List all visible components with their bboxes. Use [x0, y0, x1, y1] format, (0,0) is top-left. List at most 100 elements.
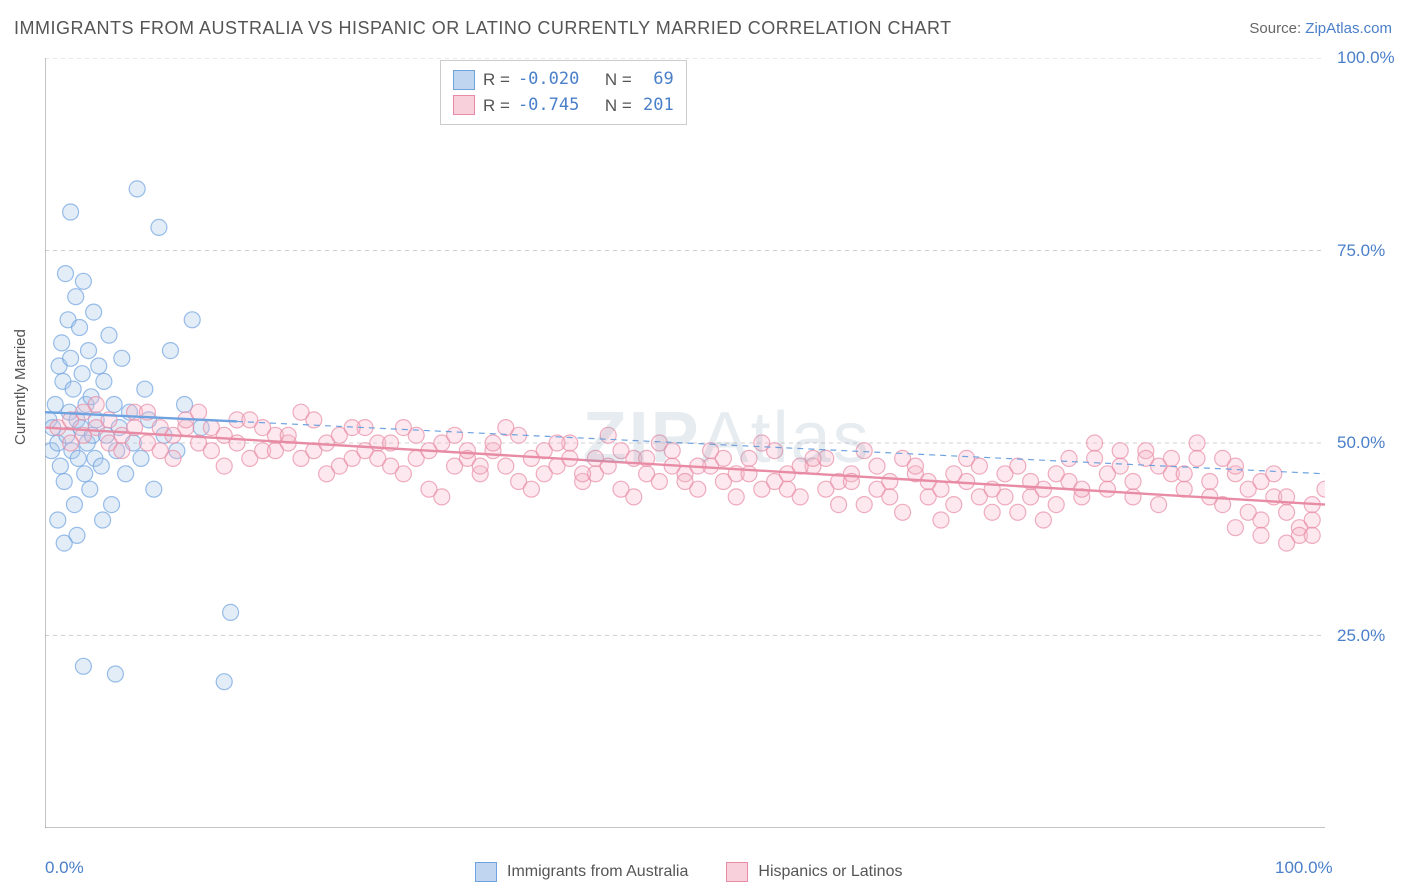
scatter-point [68, 289, 84, 305]
scatter-point [498, 458, 514, 474]
scatter-point [229, 435, 245, 451]
scatter-point [946, 466, 962, 482]
scatter-point [447, 427, 463, 443]
scatter-point [129, 181, 145, 197]
scatter-point [216, 674, 232, 690]
scatter-point [1087, 450, 1103, 466]
scatter-point [1240, 504, 1256, 520]
scatter-point [946, 497, 962, 513]
legend-label: Immigrants from Australia [507, 863, 688, 881]
scatter-point [1163, 450, 1179, 466]
scatter-point [856, 443, 872, 459]
scatter-point [52, 458, 68, 474]
scatter-point [63, 435, 79, 451]
scatter-point [63, 350, 79, 366]
scatter-point [1010, 458, 1026, 474]
scatter-point [1048, 466, 1064, 482]
scatter-point [933, 512, 949, 528]
scatter-point [107, 666, 123, 682]
scatter-point [203, 420, 219, 436]
scatter-point [47, 397, 63, 413]
scatter-point [65, 381, 81, 397]
scatter-point [613, 443, 629, 459]
scatter-point [1125, 489, 1141, 505]
scatter-point [895, 504, 911, 520]
scatter-point [1189, 450, 1205, 466]
n-value: 69 [640, 67, 674, 93]
scatter-point [86, 304, 102, 320]
r-value: -0.020 [518, 67, 579, 93]
scatter-point [151, 219, 167, 235]
scatter-point [1279, 535, 1295, 551]
n-value: 201 [640, 93, 674, 119]
scatter-point [70, 450, 86, 466]
scatter-point [703, 443, 719, 459]
scatter-point [1304, 512, 1320, 528]
scatter-point [95, 512, 111, 528]
source-link[interactable]: ZipAtlas.com [1305, 20, 1392, 37]
scatter-point [74, 366, 90, 382]
scatter-point [1151, 497, 1167, 513]
scatter-point [1215, 450, 1231, 466]
scatter-point [1125, 474, 1141, 490]
scatter-point [50, 512, 66, 528]
scatter-point [882, 489, 898, 505]
scatter-point [651, 435, 667, 451]
legend-swatch [453, 95, 475, 115]
scatter-point [741, 450, 757, 466]
scatter-point [69, 527, 85, 543]
scatter-point [1061, 450, 1077, 466]
scatter-point [677, 474, 693, 490]
chart-header: IMMIGRANTS FROM AUSTRALIA VS HISPANIC OR… [14, 18, 1392, 39]
scatter-point [101, 327, 117, 343]
trend-line-solid [45, 428, 1325, 505]
legend-swatch [726, 862, 748, 882]
scatter-point [1035, 512, 1051, 528]
scatter-point [459, 443, 475, 459]
scatter-point [82, 481, 98, 497]
scatter-point [77, 466, 93, 482]
scatter-point [1253, 527, 1269, 543]
scatter-point [319, 466, 335, 482]
scatter-plot [45, 58, 1325, 828]
scatter-point [779, 481, 795, 497]
scatter-point [1304, 527, 1320, 543]
scatter-point [75, 273, 91, 289]
scatter-point [223, 604, 239, 620]
scatter-point [370, 450, 386, 466]
scatter-point [575, 466, 591, 482]
scatter-point [805, 450, 821, 466]
stats-row: R =-0.745 N =201 [453, 93, 674, 119]
y-axis-label: Currently Married [12, 329, 29, 445]
scatter-point [831, 497, 847, 513]
legend-swatch [475, 862, 497, 882]
stats-row: R =-0.020 N =69 [453, 67, 674, 93]
scatter-point [587, 450, 603, 466]
scatter-point [1189, 435, 1205, 451]
scatter-point [344, 420, 360, 436]
legend-label: Hispanics or Latinos [758, 863, 902, 881]
scatter-point [395, 420, 411, 436]
scatter-point [114, 443, 130, 459]
scatter-point [1138, 450, 1154, 466]
n-label: N = [605, 93, 632, 119]
scatter-point [984, 504, 1000, 520]
source-attribution: Source: ZipAtlas.com [1249, 20, 1392, 37]
scatter-point [1279, 504, 1295, 520]
y-tick-label: 50.0% [1337, 433, 1385, 453]
scatter-point [498, 420, 514, 436]
scatter-point [395, 466, 411, 482]
scatter-point [133, 450, 149, 466]
scatter-point [907, 458, 923, 474]
scatter-point [882, 474, 898, 490]
scatter-point [118, 466, 134, 482]
scatter-point [1227, 520, 1243, 536]
scatter-point [57, 266, 73, 282]
scatter-point [1202, 474, 1218, 490]
scatter-point [104, 497, 120, 513]
n-label: N = [605, 67, 632, 93]
scatter-point [1048, 497, 1064, 513]
scatter-point [184, 312, 200, 328]
y-tick-label: 100.0% [1337, 48, 1395, 68]
scatter-point [56, 474, 72, 490]
